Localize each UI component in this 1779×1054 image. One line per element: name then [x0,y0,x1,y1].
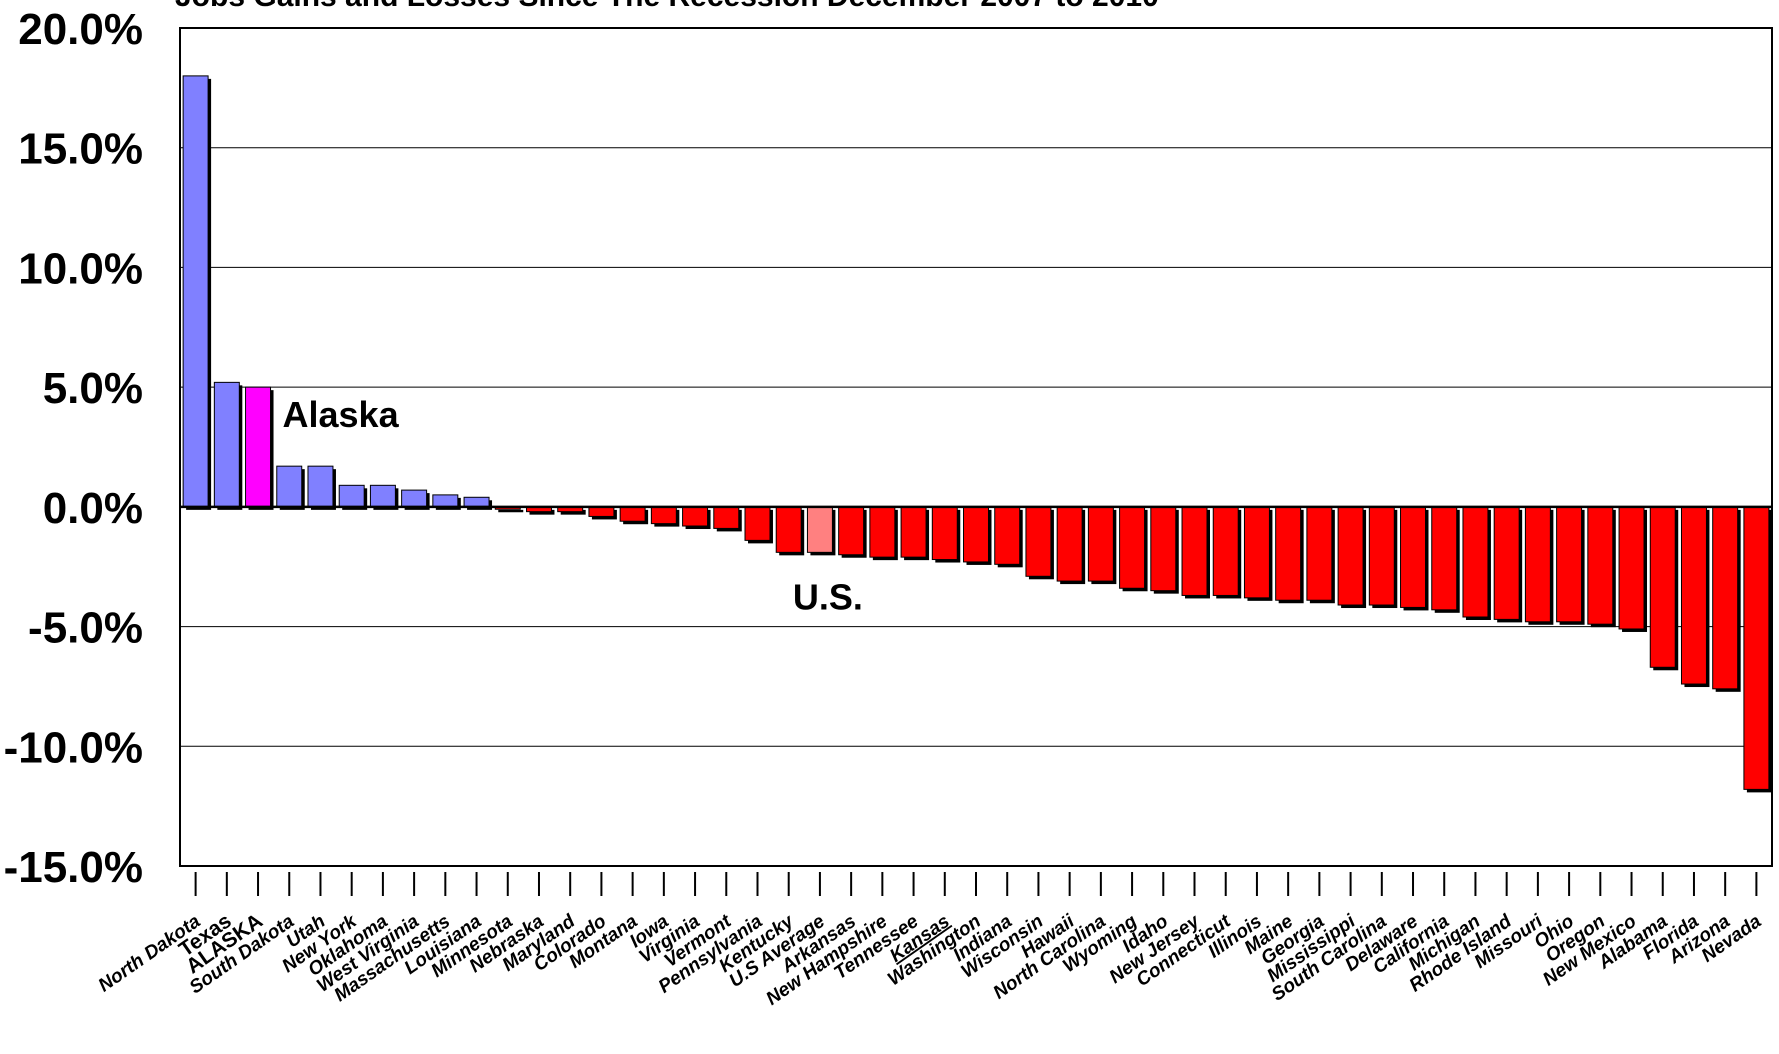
bar [650,506,677,525]
bar [1400,506,1427,608]
bar-shadow [529,509,555,515]
bar [1337,506,1364,606]
y-tick-label: 15.0% [18,125,143,174]
bar [619,506,646,522]
bar [1119,506,1146,589]
bar [1556,506,1583,623]
y-tick-label: -10.0% [4,723,143,772]
bar [775,506,802,553]
plot-area-frame [179,27,1773,867]
bar [1618,506,1645,630]
bar [931,506,958,561]
bar [1587,506,1614,625]
bar [1087,506,1114,582]
bar [182,75,209,508]
bar [432,494,459,508]
bar [588,506,615,517]
bar [838,506,865,556]
bar [1243,506,1270,599]
y-tick-label: 10.0% [18,244,143,293]
bar [1743,506,1770,790]
annotation-label: Alaska [283,394,400,435]
bar [213,381,240,508]
bar [1150,506,1177,592]
bar [1649,506,1676,668]
bar-shadow [498,509,524,513]
bar [900,506,927,558]
annotation-label: U.S. [793,576,863,617]
bar [963,506,989,563]
bar [682,506,709,527]
bar [1212,506,1239,596]
y-tick-label: 5.0% [43,364,143,413]
bar [1181,506,1208,596]
bar [1680,506,1707,685]
bar [1493,506,1520,620]
bars [182,75,1772,793]
gridlines [180,147,1772,747]
bar [1524,506,1551,623]
bar [1431,506,1458,611]
bar [869,506,896,558]
bar [245,386,272,508]
bar [1306,506,1333,601]
bar [713,506,740,529]
x-axis-ticks [194,872,1758,896]
bar [307,465,334,508]
bar [463,496,490,508]
bar [1712,506,1739,690]
chart-title: Jobs Gains and Losses Since The Recessio… [175,0,1159,13]
bar [276,465,303,508]
bar [744,506,771,541]
bar [1025,506,1052,577]
bar [401,489,428,508]
bar [1275,506,1302,601]
bar [369,484,396,508]
annotations: Alaska U.S. [283,394,863,617]
y-axis-tick-labels: 20.0% 15.0% 10.0% 5.0% 0.0% -5.0% -10.0% -15.0% [4,5,143,892]
y-tick-label: 20.0% [18,5,143,54]
bar [994,506,1021,565]
y-tick-label: -5.0% [28,604,143,653]
bar [338,484,365,508]
y-tick-label: 0.0% [43,484,143,533]
bar [1368,506,1395,606]
y-tick-label: -15.0% [4,843,143,892]
bar [1056,506,1083,582]
bar-shadow [560,509,586,515]
bar [1462,506,1489,618]
bar [806,506,833,553]
